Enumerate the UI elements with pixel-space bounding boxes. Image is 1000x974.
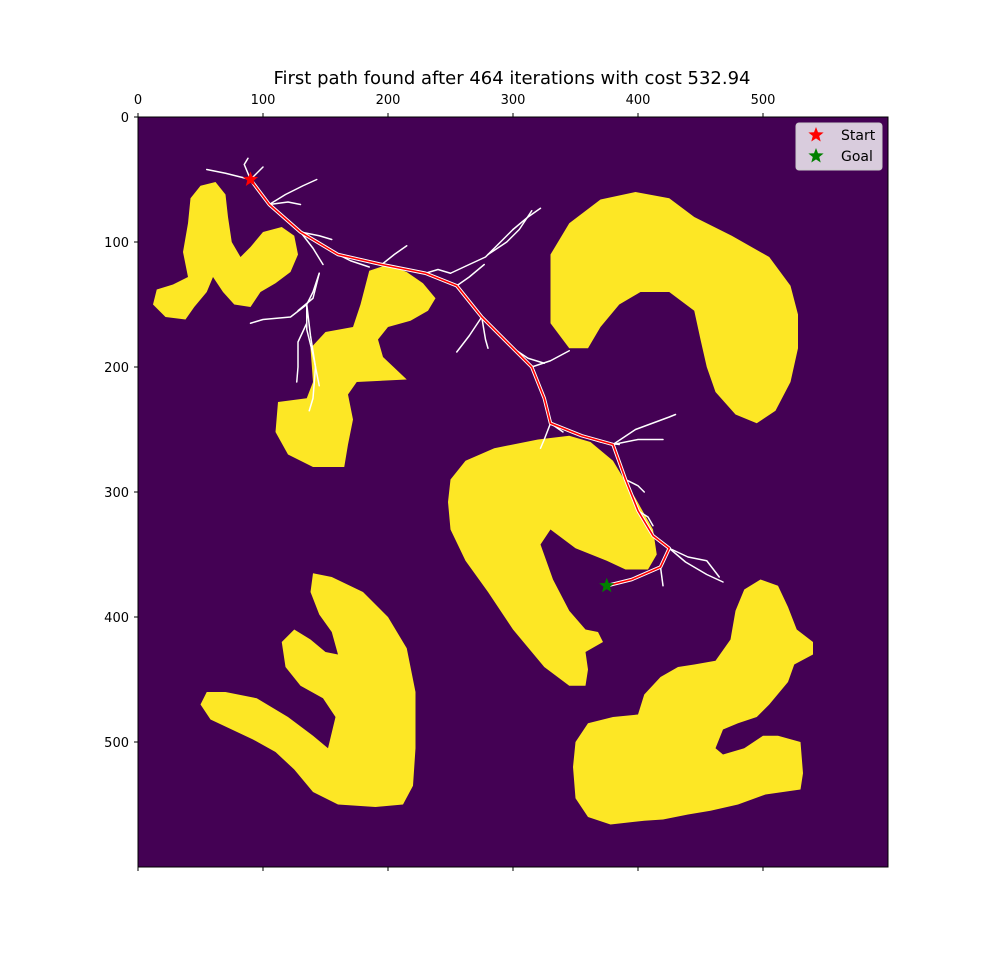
tree-branch-11 [306, 303, 320, 387]
legend-entry-goal: Goal [808, 148, 873, 165]
tree-branch-16 [456, 263, 485, 287]
legend-label: Start [841, 128, 876, 144]
x-axis-bottom [137, 867, 764, 871]
tree-branch-14 [381, 245, 408, 266]
path-layer [249, 178, 671, 588]
y-tick-label: 100 [104, 236, 129, 251]
tree-branch-27 [612, 438, 664, 446]
tree-branch-28 [612, 413, 677, 446]
tree-branch-31 [668, 547, 720, 578]
x-tick-label: 0 [134, 93, 142, 108]
tree-branch-17 [449, 228, 514, 274]
obstacle-3 [550, 192, 798, 424]
tree-branch-5 [268, 178, 318, 206]
tree-branch-12 [306, 303, 317, 412]
tree-branch-24 [539, 422, 552, 449]
y-axis: 0 100 200 300 400 500 [104, 111, 138, 751]
chart-title: First path found after 464 iterations wi… [273, 68, 750, 89]
markers-layer [242, 171, 615, 593]
legend-label: Goal [841, 149, 873, 165]
tree-branch-19 [512, 207, 542, 231]
goal-marker [599, 577, 615, 593]
tree-branch-10 [297, 272, 320, 312]
tree-branch-2 [243, 157, 252, 181]
tree-branch-21 [481, 316, 489, 349]
legend-star-icon [808, 127, 824, 142]
tree-branch-1 [206, 168, 252, 181]
tree-branch-4 [268, 201, 302, 206]
x-axis-top: 0 100 200 300 400 500 [134, 93, 776, 117]
obstacle-6 [573, 579, 813, 825]
x-tick-label: 500 [751, 93, 776, 108]
obstacle-5 [200, 573, 416, 807]
tree-branch-30 [637, 510, 654, 527]
y-tick-label: 400 [104, 611, 129, 626]
x-tick-label: 200 [376, 93, 401, 108]
obstacle-2 [275, 264, 436, 467]
legend-entry-start: Start [808, 127, 876, 144]
y-tick-label: 0 [121, 111, 129, 126]
tree-branch-13 [296, 322, 308, 383]
tree-branch-23 [531, 350, 570, 368]
tree-branch-6 [299, 231, 333, 241]
legend: Start Goal [795, 122, 883, 171]
tree-branch-15 [424, 268, 452, 274]
tree-branch-20 [456, 316, 483, 353]
tree-branch-29 [624, 478, 645, 493]
obstacle-1 [153, 182, 298, 320]
plot-area [137, 116, 889, 868]
x-tick-label: 300 [501, 93, 526, 108]
legend-star-icon [808, 148, 824, 163]
x-tick-label: 400 [626, 93, 651, 108]
tree-branch-18 [487, 210, 533, 256]
y-tick-label: 300 [104, 486, 129, 501]
tree-branch-7 [299, 231, 324, 266]
tree-branch-32 [668, 547, 724, 583]
y-tick-label: 200 [104, 361, 129, 376]
tree-branch-33 [659, 566, 664, 587]
obstacles-layer [153, 182, 813, 825]
start-marker [242, 171, 259, 186]
obstacle-4 [448, 435, 657, 686]
found-path [249, 179, 671, 587]
y-tick-label: 500 [104, 736, 129, 751]
x-tick-label: 100 [251, 93, 276, 108]
